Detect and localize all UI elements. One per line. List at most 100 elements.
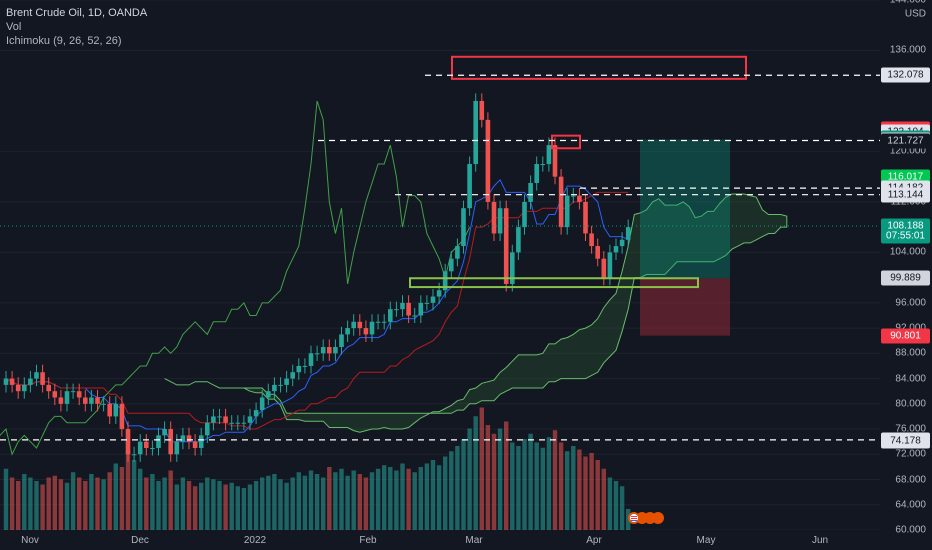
- volume-bar: [144, 477, 149, 530]
- candle-body: [211, 416, 216, 423]
- candle-body: [107, 403, 112, 417]
- volume-indicator-label[interactable]: Vol: [6, 21, 22, 33]
- volume-bar: [302, 475, 308, 530]
- time-tick-label: Feb: [359, 535, 377, 546]
- volume-bar: [571, 446, 576, 530]
- candle-body: [290, 372, 295, 379]
- candle-body: [308, 353, 314, 366]
- candle-body: [320, 347, 326, 354]
- volume-bar: [40, 484, 45, 530]
- volume-bar: [577, 449, 582, 530]
- chart-drawings[interactable]: [0, 55, 880, 441]
- candle-body: [186, 435, 192, 442]
- volume-bar: [583, 456, 588, 530]
- volume-bar: [168, 470, 173, 530]
- volume-bar: [345, 475, 350, 530]
- volume-bar: [253, 481, 259, 530]
- volume-bar: [284, 482, 289, 530]
- volume-bar: [266, 475, 271, 530]
- volume-bar: [400, 463, 405, 530]
- candle-body: [22, 384, 27, 392]
- volume-bar: [211, 479, 216, 530]
- price-badge: 90.801: [881, 328, 930, 344]
- ichimoku-lagging-span: [0, 100, 471, 456]
- volume-bar: [235, 486, 240, 530]
- candle-body: [266, 391, 271, 398]
- volume-bar: [199, 482, 204, 530]
- volume-bar: [205, 477, 210, 530]
- price-tick-label: 136.000: [889, 44, 926, 56]
- candle-body: [235, 422, 241, 424]
- volume-bar: [455, 446, 460, 530]
- volume-bar: [613, 481, 619, 530]
- price-tick-label: 76.000: [895, 423, 926, 435]
- volume-bar: [430, 460, 436, 530]
- candle-body: [113, 403, 119, 417]
- candle-body: [522, 201, 527, 228]
- candle-body: [3, 378, 9, 385]
- price-badge: 74.178: [881, 433, 930, 449]
- candle-body: [314, 353, 320, 355]
- candle-body: [284, 378, 289, 385]
- candle-body: [571, 195, 576, 197]
- price-chart[interactable]: [0, 0, 880, 530]
- long-position-tool[interactable]: [640, 139, 730, 336]
- volume-bar: [510, 442, 515, 530]
- volume-bar: [260, 477, 265, 530]
- price-tick-label: 88.000: [895, 347, 926, 359]
- volume-bar: [22, 474, 27, 530]
- candle-body: [168, 429, 173, 455]
- volume-bar: [565, 451, 570, 530]
- candle-body: [229, 422, 234, 424]
- candle-body: [491, 201, 497, 234]
- volume-bar: [546, 437, 552, 530]
- volume-bar: [491, 433, 497, 530]
- price-tick-label: 60.000: [895, 524, 926, 536]
- chart-legend: Brent Crude Oil, 1D, OANDA Vol Ichimoku …: [6, 6, 147, 48]
- candle-body: [436, 290, 442, 297]
- volume-bar: [58, 479, 64, 530]
- ichimoku-kumo: [164, 193, 788, 433]
- time-axis[interactable]: Nov Dec 2022 Feb Mar Apr May Jun: [0, 530, 880, 550]
- candle-body: [174, 441, 180, 455]
- candle-body: [333, 347, 338, 354]
- ichimoku-indicator-label[interactable]: Ichimoku (9, 26, 52, 26): [6, 35, 122, 47]
- candle-body: [40, 372, 45, 385]
- volume-bar: [89, 474, 94, 530]
- time-tick-label: Mar: [465, 535, 483, 546]
- resistance-zone-box: [451, 55, 747, 80]
- volume-bar: [321, 477, 326, 530]
- candle-body: [217, 416, 222, 418]
- volume-bar: [528, 433, 533, 530]
- candle-body: [278, 384, 283, 386]
- volume-bar: [52, 475, 57, 530]
- candle-body: [381, 321, 387, 323]
- price-scale[interactable]: USD 144.000136.000120.000112.000104.0009…: [880, 0, 932, 550]
- symbol-title[interactable]: Brent Crude Oil, 1D, OANDA: [6, 7, 148, 19]
- volume-bar: [186, 481, 192, 530]
- position-profit-zone: [640, 139, 730, 279]
- volume-bar: [70, 472, 76, 530]
- volume-bar: [138, 468, 143, 530]
- volume-bar: [192, 486, 198, 530]
- candle-body: [156, 435, 161, 448]
- candle-body: [70, 391, 76, 393]
- volume-bar: [369, 472, 375, 530]
- volume-bar: [479, 407, 484, 530]
- candle-body: [564, 195, 570, 228]
- candle-body: [528, 182, 533, 202]
- volume-bar: [77, 477, 82, 530]
- candle-body: [150, 447, 155, 449]
- candle-body: [534, 164, 539, 183]
- candle-body: [95, 397, 100, 404]
- volume-bar: [131, 460, 137, 530]
- candle-body: [412, 315, 417, 317]
- candle-body: [394, 309, 399, 311]
- time-tick-label: Dec: [131, 535, 149, 546]
- events-flag-icon[interactable]: [626, 511, 666, 525]
- candle-body: [485, 119, 491, 202]
- candle-body: [28, 378, 33, 385]
- candle-body: [516, 227, 521, 253]
- candle-body: [223, 416, 228, 423]
- volume-bar: [314, 474, 320, 530]
